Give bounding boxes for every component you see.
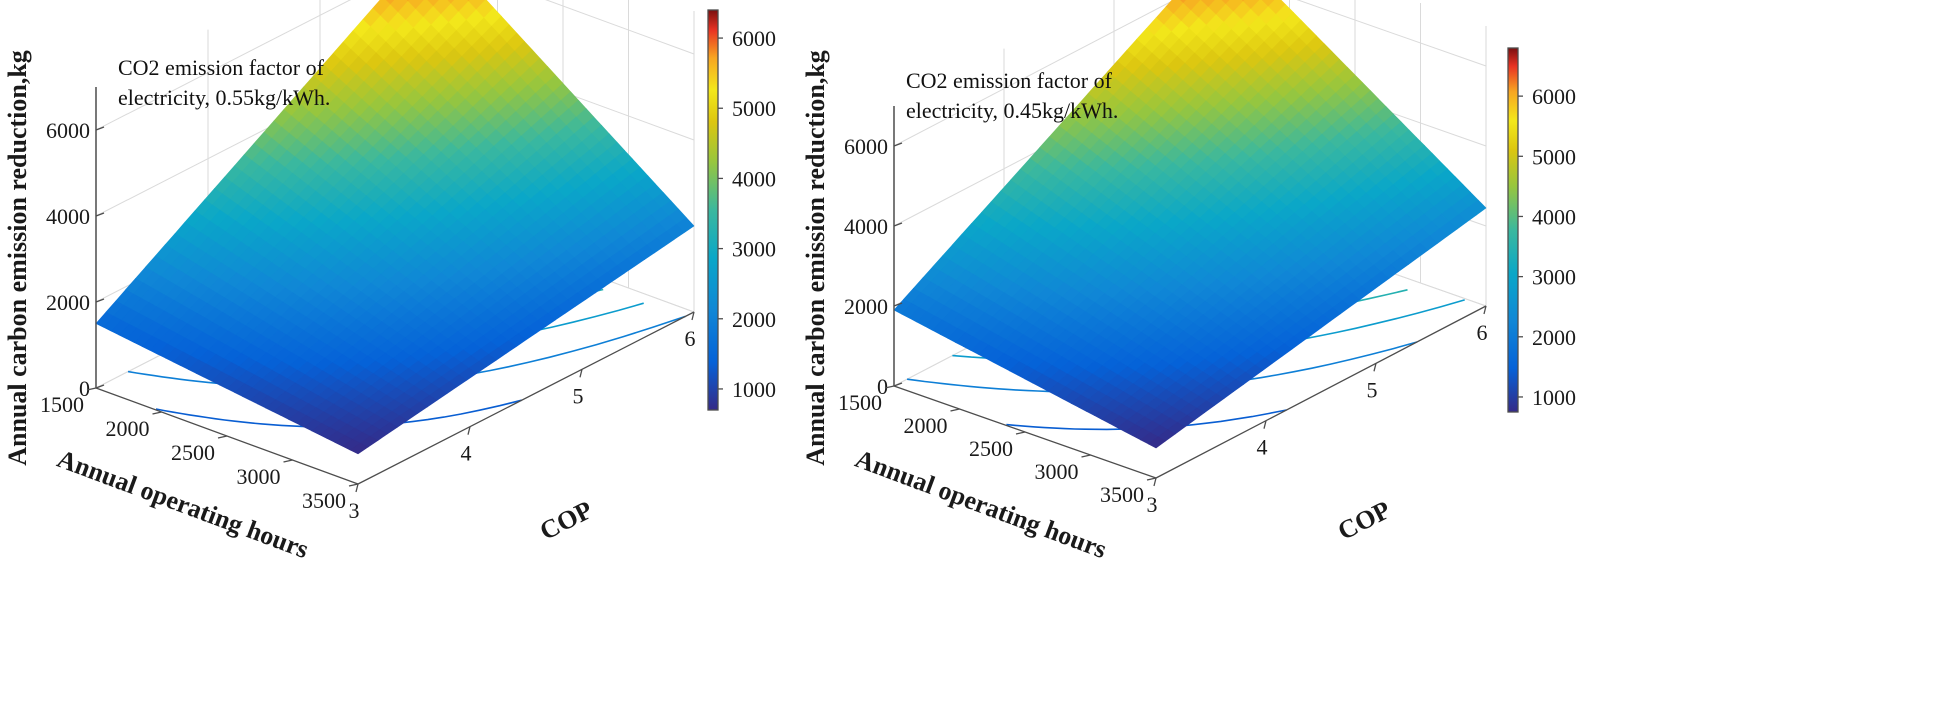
z-tick	[893, 142, 903, 147]
z-axis-title: Annual carbon emission reduction,kg	[3, 50, 32, 466]
y-tick-label: 6	[1477, 320, 1488, 345]
x-tick-label: 3000	[1035, 459, 1079, 484]
y-tick	[579, 369, 583, 378]
y-tick-label: 5	[1367, 377, 1378, 402]
x-tick	[1081, 454, 1091, 458]
colorbar-gradient	[708, 10, 718, 410]
z-tick-label: 2000	[844, 294, 888, 319]
colorbar-gradient	[1508, 48, 1518, 412]
surface-chart-right: 0 2000 4000 6000 3500 3000 2500 2000 1500 3 4 5 6 Ann…	[801, 0, 1576, 564]
colorbar-tick-label: 5000	[732, 96, 776, 121]
z-tick-label: 4000	[46, 204, 90, 229]
colorbar: 1000 2000 3000 4000 5000 6000	[707, 9, 776, 411]
colorbar-frame	[707, 9, 719, 411]
surface-mesh	[893, 0, 1487, 449]
z-tick-label: 2000	[46, 290, 90, 315]
colorbar-tick-label: 2000	[1532, 325, 1576, 350]
colorbar-tick-label: 5000	[1532, 144, 1576, 169]
x-tick	[86, 387, 97, 391]
colorbar-tick-label: 6000	[732, 26, 776, 51]
x-tick	[1015, 431, 1026, 435]
surface-patch	[446, 0, 455, 5]
x-tick-label: 3500	[1100, 482, 1144, 507]
z-tick-label: 4000	[844, 214, 888, 239]
y-tick	[1263, 420, 1267, 429]
y-tick	[355, 483, 359, 493]
x-tick-label: 2000	[904, 413, 948, 438]
y-tick	[1153, 477, 1157, 487]
y-tick	[1483, 305, 1487, 315]
x-tick-label: 2500	[171, 440, 215, 465]
z-tick-label: 6000	[46, 118, 90, 143]
x-tick-label: 2500	[969, 436, 1013, 461]
x-tick-label: 1500	[838, 390, 882, 415]
x-tick-label: 3000	[237, 464, 281, 489]
y-tick-label: 4	[461, 441, 472, 466]
z-tick	[95, 298, 105, 303]
colorbar: 1000 2000 3000 4000 5000 6000	[1507, 47, 1576, 413]
z-tick-label: 0	[877, 374, 888, 399]
y-axis	[1155, 305, 1487, 479]
annotation-line: electricity, 0.55kg/kWh.	[118, 85, 330, 110]
x-tick	[950, 408, 960, 412]
y-axis	[357, 311, 695, 485]
x-tick	[283, 459, 293, 463]
colorbar-frame	[1507, 47, 1519, 413]
y-tick	[467, 426, 471, 435]
surface-patch	[1220, 0, 1231, 5]
surface-patch	[1179, 0, 1187, 4]
surface-patch	[1147, 436, 1167, 449]
annotation-line: CO2 emission factor of	[906, 68, 1113, 93]
x-tick	[1146, 477, 1157, 481]
surface-mesh	[95, 0, 695, 455]
colorbar-tick-label: 3000	[732, 237, 776, 262]
y-tick-label: 3	[1147, 492, 1158, 517]
x-tick	[348, 483, 359, 487]
z-tick	[95, 126, 105, 131]
colorbar-tick-label: 1000	[732, 377, 776, 402]
annotation-line: CO2 emission factor of	[118, 55, 325, 80]
z-tick	[893, 382, 903, 387]
x-tick	[217, 435, 228, 439]
x-tick-label: 1500	[40, 392, 84, 417]
z-tick	[893, 302, 903, 307]
z-tick	[893, 222, 903, 227]
y-axis-title: COP	[1333, 495, 1395, 546]
z-axis-title: Annual carbon emission reduction,kg	[801, 50, 830, 466]
x-tick	[884, 385, 895, 389]
surface-patch	[349, 442, 369, 455]
colorbar-tick-label: 1000	[1532, 385, 1576, 410]
surface-patch	[385, 0, 395, 6]
z-tick	[95, 384, 105, 389]
colorbar-tick-label: 3000	[1532, 265, 1576, 290]
annotation-line: electricity, 0.45kg/kWh.	[906, 98, 1118, 123]
y-tick	[1373, 363, 1377, 372]
y-axis-title: COP	[535, 495, 597, 546]
z-tick-label: 6000	[844, 134, 888, 159]
contour-line	[155, 399, 522, 428]
y-tick	[691, 311, 695, 321]
x-tick	[152, 411, 162, 415]
y-tick-label: 5	[573, 383, 584, 408]
colorbar-tick-label: 6000	[1532, 84, 1576, 109]
y-tick-label: 6	[685, 326, 696, 351]
z-tick-label: 0	[79, 376, 90, 401]
x-tick-label: 2000	[106, 416, 150, 441]
z-tick	[95, 212, 105, 217]
colorbar-tick-label: 2000	[732, 307, 776, 332]
colorbar-tick-label: 4000	[1532, 204, 1576, 229]
x-tick-label: 3500	[302, 488, 346, 513]
y-tick-label: 3	[349, 498, 360, 523]
surface-chart-left: 0 2000 4000 6000 3500 3000 2500 2000 1500 3 4 5 6 Ann…	[3, 0, 776, 564]
y-tick-label: 4	[1257, 435, 1268, 460]
colorbar-tick-label: 4000	[732, 166, 776, 191]
